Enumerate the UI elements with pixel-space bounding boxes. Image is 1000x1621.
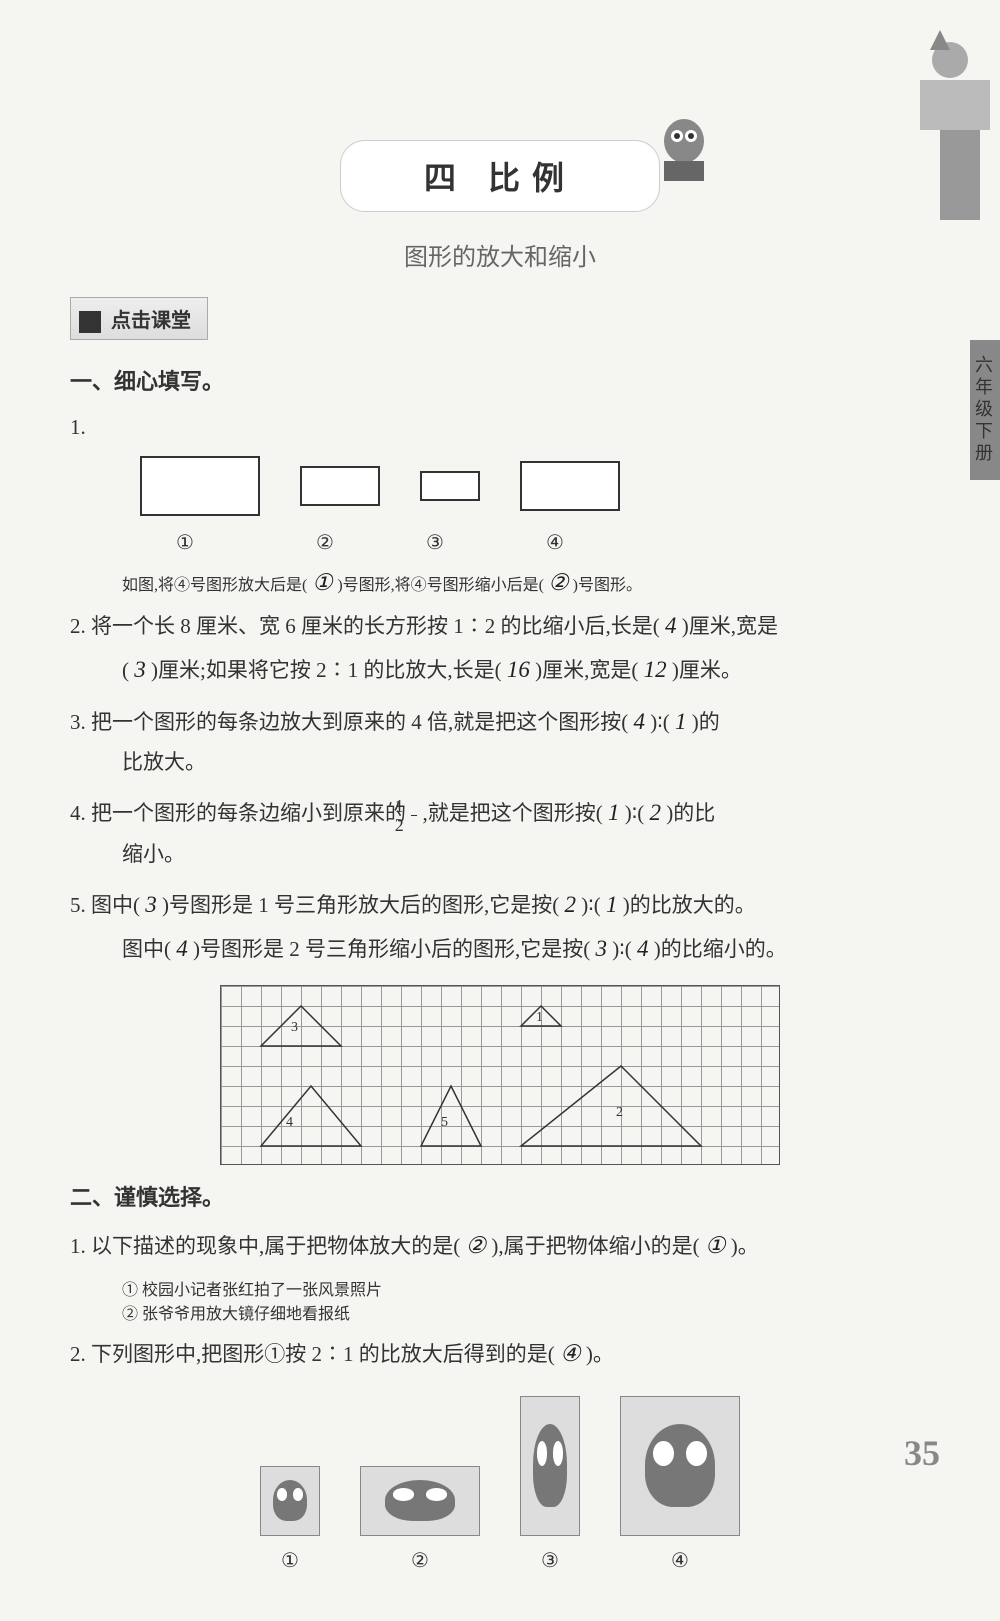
section2-heading: 二、谨慎选择。 (70, 1180, 930, 1212)
owl-image (360, 1466, 480, 1536)
q1-rect-label: ④ (520, 524, 620, 562)
q5-number: 5. (70, 893, 86, 917)
q1-rect-labels: ① ② ③ ④ (140, 524, 930, 562)
q3-number: 3. (70, 710, 86, 734)
question-2: 2. 将一个长 8 厘米、宽 6 厘米的长方形按 1∶2 的比缩小后,长是( 4… (70, 604, 930, 691)
question-5: 5. 图中( 3 )号图形是 1 号三角形放大后的图形,它是按( 2 )∶( 1… (70, 883, 930, 970)
s2q1-opt2: ② 张爷爷用放大镜仔细地看报纸 (70, 1300, 930, 1324)
owl-image (520, 1396, 580, 1536)
chapter-title: 四 比例 (340, 140, 660, 212)
q1-rectangle (300, 466, 380, 506)
q1-rectangle (420, 471, 480, 501)
s2q1-ans1: ② (466, 1233, 487, 1258)
question-4: 4. 把一个图形的每条边缩小到原来的 1 2 ,就是把这个图形按( 1 )∶( … (70, 791, 930, 875)
s2q1-opt1: ① 校园小记者张红拍了一张风景照片 (70, 1276, 930, 1300)
s2q1-ans2: ① (705, 1233, 726, 1258)
s2q2-ans1: ④ (560, 1341, 581, 1366)
q1-rect-label: ③ (420, 524, 480, 562)
owl-options-row: ① ② ③ ④ (70, 1396, 930, 1573)
svg-text:2: 2 (616, 1105, 623, 1120)
owl-image (620, 1396, 740, 1536)
q4-number: 4. (70, 801, 86, 825)
q1-answer1: ① (311, 573, 333, 595)
owl-image (260, 1466, 320, 1536)
section2-q2: 2. 下列图形中,把图形①按 2∶1 的比放大后得到的是( ④ )。 (70, 1332, 930, 1376)
q2-ans3: 16 (507, 657, 530, 682)
s2q1-number: 1. (70, 1234, 86, 1258)
owl-label: ② (360, 1548, 480, 1573)
section-tab-classroom: 点击课堂 (70, 297, 208, 340)
q1-rect-label: ② (300, 524, 380, 562)
q4-ans2: 2 (649, 800, 661, 825)
q1-number: 1. (70, 415, 86, 439)
owl-reading-icon (649, 111, 719, 191)
page-number: 35 (904, 1432, 940, 1474)
q3-ans1: 4 (634, 709, 646, 734)
q1-rectangle (140, 456, 260, 516)
q2-number: 2. (70, 614, 86, 638)
q5-ans4: 4 (176, 936, 188, 961)
q2-ans2: 3 (134, 657, 146, 682)
q5-ans5: 3 (596, 936, 608, 961)
question-1: 1. ① ② ③ ④ (70, 408, 930, 562)
owl-label: ① (260, 1548, 320, 1573)
owl-option: ③ (520, 1396, 580, 1573)
owl-option: ① (260, 1466, 320, 1573)
q5-ans2: 2 (565, 892, 577, 917)
q5-ans1: 3 (145, 892, 157, 917)
q1-rectangle (520, 461, 620, 511)
question-3: 3. 把一个图形的每条边放大到原来的 4 倍,就是把这个图形按( 4 )∶( 1… (70, 700, 930, 784)
owl-label: ④ (620, 1548, 740, 1573)
fraction-half: 1 2 (411, 797, 417, 834)
q5-ans6: 4 (637, 936, 649, 961)
triangle-grid-diagram: 3 1 4 5 2 (220, 985, 780, 1165)
section1-heading: 一、细心填写。 (70, 364, 930, 396)
q1-rect-label: ① (140, 524, 260, 562)
svg-text:3: 3 (291, 1020, 298, 1035)
q2-ans1: 4 (665, 613, 677, 638)
owl-option: ② (360, 1466, 480, 1573)
svg-text:4: 4 (286, 1115, 293, 1130)
q4-ans1: 1 (608, 800, 620, 825)
section2-q1: 1. 以下描述的现象中,属于把物体放大的是( ② ),属于把物体缩小的是( ① … (70, 1224, 930, 1268)
subtitle: 图形的放大和缩小 (70, 237, 930, 272)
svg-text:1: 1 (536, 1010, 543, 1025)
s2q2-number: 2. (70, 1342, 86, 1366)
owl-option: ④ (620, 1396, 740, 1573)
q1-text: 如图,将④号图形放大后是( ① )号图形,将④号图形缩小后是( ② )号图形。 (70, 570, 930, 596)
q5-ans3: 1 (606, 892, 618, 917)
worksheet-page: 四 比例 图形的放大和缩小 点击课堂 一、细心填写。 1. ① ② ③ ④ 如图,将④… (0, 0, 1000, 1621)
q1-answer2: ② (548, 570, 569, 595)
q3-ans2: 1 (675, 709, 687, 734)
svg-text:5: 5 (441, 1115, 448, 1130)
chapter-title-text: 四 比例 (424, 160, 576, 196)
owl-label: ③ (520, 1548, 580, 1573)
q1-rectangles (140, 456, 930, 516)
q2-ans4: 12 (644, 657, 667, 682)
